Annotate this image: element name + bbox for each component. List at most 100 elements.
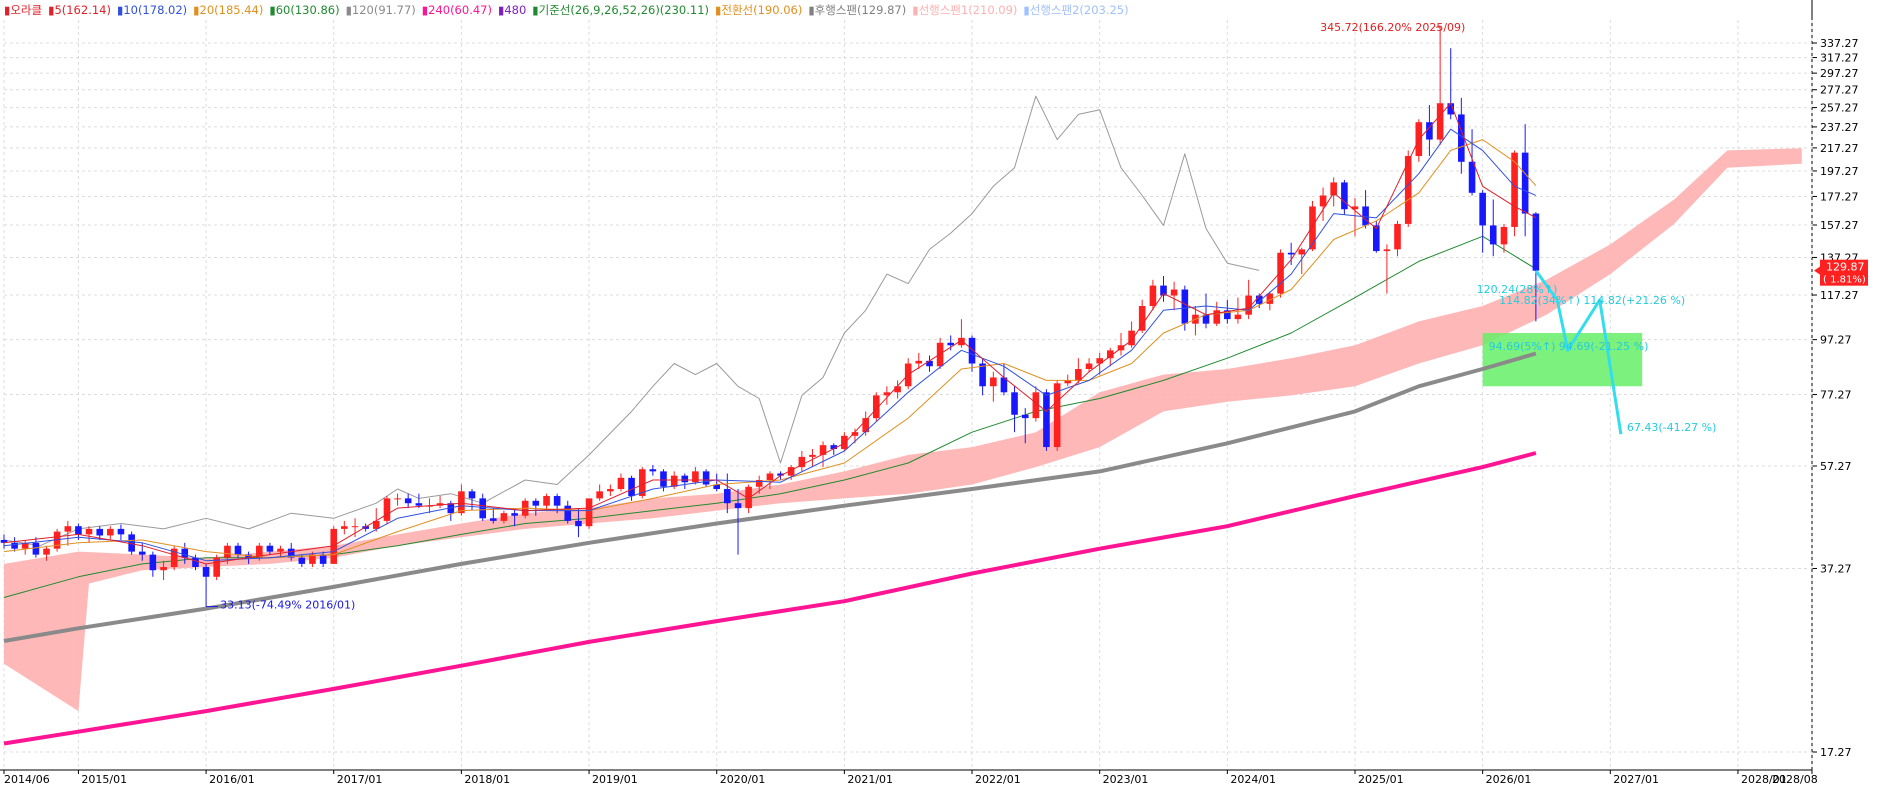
candle-body: [1138, 305, 1146, 331]
candle-body: [1468, 161, 1476, 193]
candle-body: [202, 567, 210, 577]
candle-body: [309, 554, 316, 564]
x-tick-label: 2017/01: [337, 773, 383, 786]
candle-body: [681, 475, 689, 483]
candle-body: [1128, 330, 1135, 346]
legend-text: 240(60.47): [428, 3, 492, 17]
candle-body: [1330, 182, 1337, 196]
candle-body: [649, 469, 657, 472]
candle-body: [1096, 358, 1103, 364]
candle-body: [32, 542, 40, 555]
candle-body: [458, 491, 465, 514]
x-tick-label: 2022/01: [975, 773, 1021, 786]
legend-marker: ▮: [1023, 3, 1030, 17]
candle-body: [1426, 122, 1433, 140]
legend-marker: ▮: [48, 3, 55, 17]
candle-body: [1479, 192, 1486, 226]
candle-body: [149, 554, 157, 571]
candle-body: [947, 342, 954, 346]
candle-body: [692, 471, 699, 483]
candle-body: [1351, 206, 1359, 210]
y-tick-label: 177.27: [1820, 190, 1859, 203]
candle-body: [628, 477, 635, 497]
current-price-tag: [1820, 259, 1868, 286]
candle-body: [160, 567, 167, 571]
candle-body: [192, 557, 199, 568]
legend-marker: ▮: [808, 3, 815, 17]
ma240-line: [3, 451, 1537, 746]
x-tick-label: 2016/01: [209, 773, 255, 786]
candle-body: [532, 500, 540, 506]
candle-body: [702, 471, 710, 485]
candle-body: [1266, 293, 1274, 304]
candle-body: [96, 528, 104, 536]
candle-body: [75, 526, 82, 535]
legend-item: ▮선행스팬2(203.25): [1023, 3, 1128, 17]
candle-body: [1436, 103, 1444, 140]
candle-body: [990, 377, 997, 387]
ma20-line: [3, 139, 1537, 559]
candle-body: [724, 489, 731, 504]
candle-body: [1341, 182, 1348, 210]
y-tick-label: 277.27: [1820, 84, 1859, 97]
candle-body: [660, 471, 667, 487]
candle-body: [883, 392, 891, 396]
candle-body: [0, 539, 8, 543]
candle-body: [851, 432, 859, 436]
candle-body: [670, 475, 678, 487]
candle-body: [511, 513, 518, 516]
candle-body: [372, 520, 380, 529]
ma120-line: [3, 351, 1537, 643]
candle-body: [1064, 380, 1072, 384]
x-tick-label: 2014/06: [4, 773, 50, 786]
candle-body: [128, 534, 135, 552]
candle-body: [787, 467, 795, 476]
candle-body: [1011, 392, 1018, 415]
candle-body: [1511, 152, 1518, 227]
x-tick-label: 2027/01: [1613, 773, 1659, 786]
candle-body: [1277, 252, 1284, 294]
candle-body: [330, 528, 338, 564]
current-price-value: 129.87: [1826, 261, 1865, 274]
ichimoku-cloud: [4, 148, 1802, 712]
x-tick-label: 2026/01: [1486, 773, 1532, 786]
candle-body: [1383, 249, 1391, 252]
legend-item: ▮후행스팬(129.87): [808, 3, 906, 17]
x-tick-label: 2025/01: [1358, 773, 1404, 786]
legend-text: 후행스팬(129.87): [814, 3, 907, 17]
legend-text: 선행스팬2(203.25): [1029, 3, 1129, 17]
candle-body: [298, 557, 306, 564]
legend-item: ▮오라클: [4, 3, 42, 17]
candle-body: [1032, 392, 1040, 419]
y-tick-label: 337.27: [1820, 37, 1859, 50]
candle-body: [256, 545, 263, 558]
candle-body: [1202, 314, 1210, 324]
candle-body: [575, 520, 582, 527]
legend-text: 10(178.02): [123, 3, 188, 17]
y-tick-label: 217.27: [1820, 142, 1859, 155]
candle-body: [809, 454, 816, 457]
y-tick-label: 197.27: [1820, 165, 1859, 178]
candle-body: [1447, 103, 1455, 115]
y-tick-label: 257.27: [1820, 102, 1859, 115]
candle-body: [596, 491, 603, 499]
candle-body: [43, 548, 50, 555]
legend-item: ▮120(91.77): [346, 3, 416, 17]
candle-body: [85, 528, 93, 535]
candle-body: [830, 445, 838, 450]
legend-marker: ▮: [912, 3, 919, 17]
candle-body: [617, 477, 625, 490]
candle-body: [1043, 392, 1050, 448]
y-tick-label: 37.27: [1820, 562, 1852, 575]
candle-body: [543, 496, 550, 506]
candle-body: [319, 554, 327, 564]
x-tick-label: 2028/01: [1741, 773, 1787, 786]
legend-text: 60(130.86): [275, 3, 340, 17]
candle-body: [213, 557, 220, 577]
candle-body: [415, 503, 423, 506]
legend-marker: ▮: [421, 3, 429, 17]
candle-body: [362, 526, 369, 529]
candle-body: [968, 337, 976, 364]
candle-body: [1458, 114, 1465, 162]
